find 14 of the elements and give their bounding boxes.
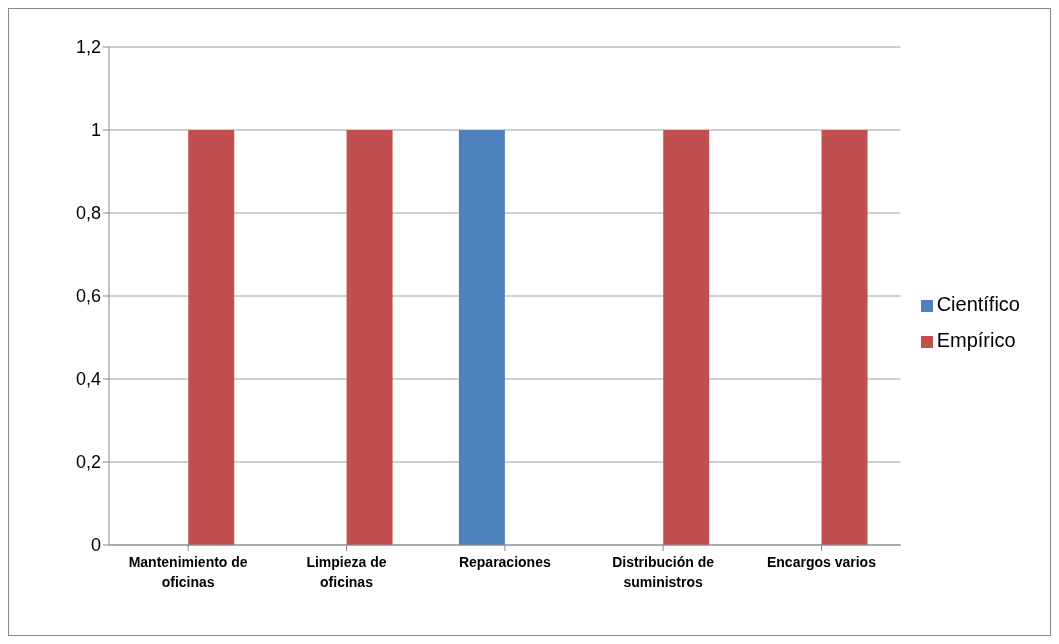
x-tick-label: Encargos varios	[766, 554, 877, 570]
y-tick-label: 0,2	[75, 452, 101, 473]
y-tick-label: 0,8	[75, 203, 101, 224]
y-tick-label: 1	[90, 120, 101, 141]
y-tick-label: 1,2	[75, 37, 101, 58]
x-tick-label: Limpieza de oficinas	[306, 554, 387, 590]
legend-label: Empírico	[936, 329, 1016, 351]
y-tick-label: 0	[90, 535, 101, 556]
x-tick-label: Reparaciones	[458, 554, 551, 570]
y-tick-label: 0,4	[75, 369, 101, 390]
x-tick-label: Mantenimiento de oficinas	[128, 554, 248, 590]
legend-label: Científico	[936, 293, 1020, 315]
x-tick-label: Distribución de suministros	[612, 554, 715, 590]
y-tick-label: 0,6	[75, 286, 101, 307]
